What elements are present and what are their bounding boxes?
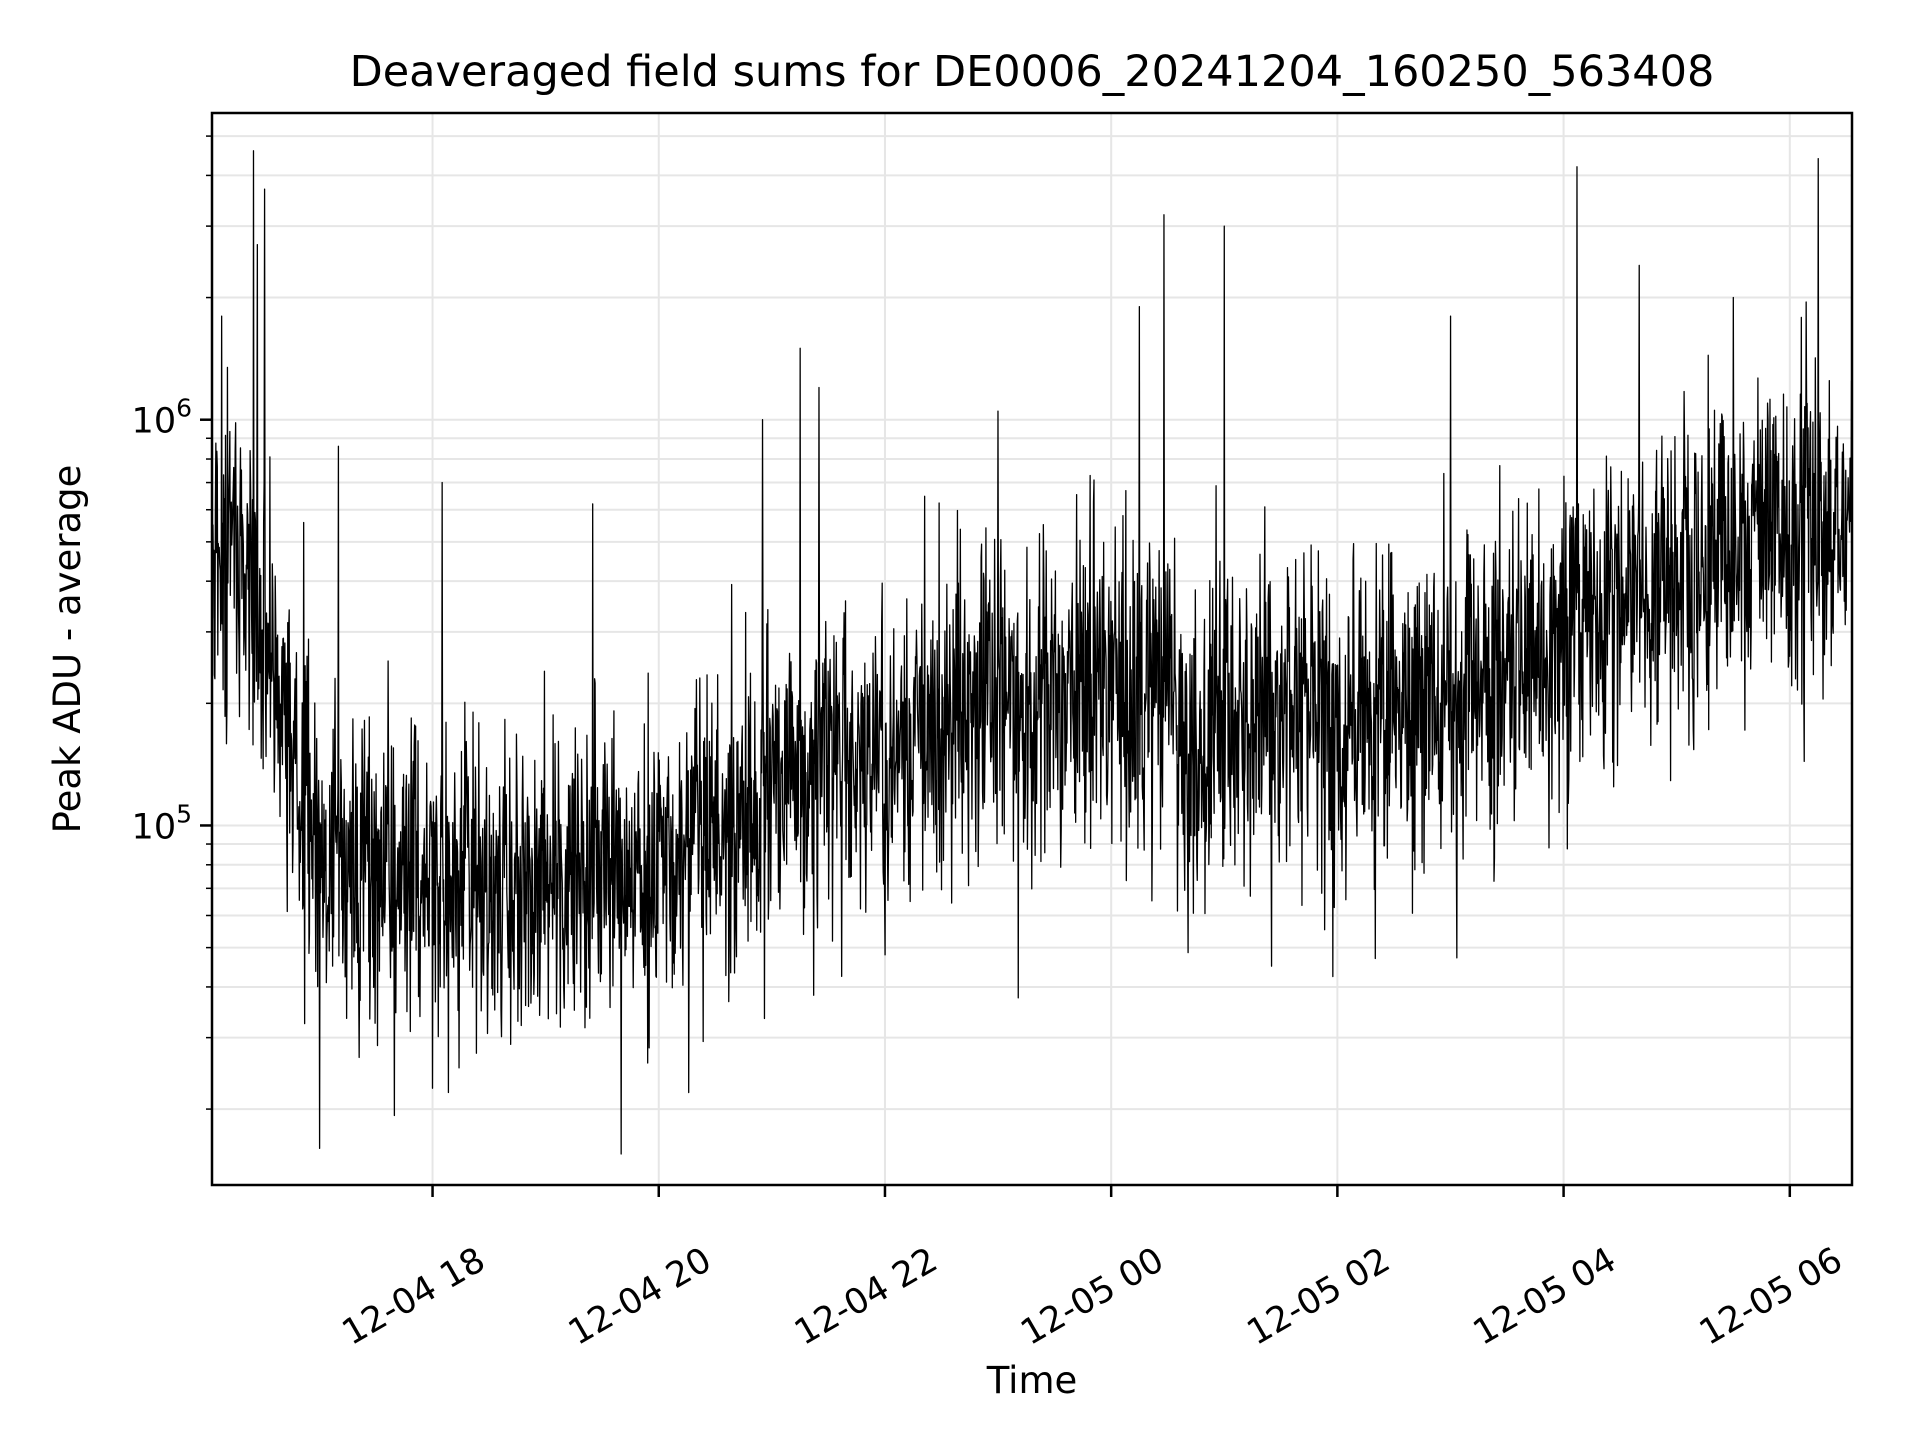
x-axis-label: Time — [986, 1359, 1078, 1402]
y-tick-label: 105 — [132, 799, 192, 847]
y-tick-base: 10 — [132, 402, 177, 442]
y-tick-label: 106 — [132, 394, 192, 442]
y-axis-label: Peak ADU - average — [46, 465, 89, 834]
y-tick-base: 10 — [132, 807, 177, 847]
plot-frame — [210, 111, 1854, 1187]
chart-title: Deaveraged field sums for DE0006_2024120… — [350, 47, 1715, 97]
y-tick-exponent: 6 — [176, 394, 192, 423]
series-line — [211, 150, 1853, 1155]
y-tick-exponent: 5 — [176, 799, 192, 828]
axis-ticks — [200, 135, 1792, 1197]
